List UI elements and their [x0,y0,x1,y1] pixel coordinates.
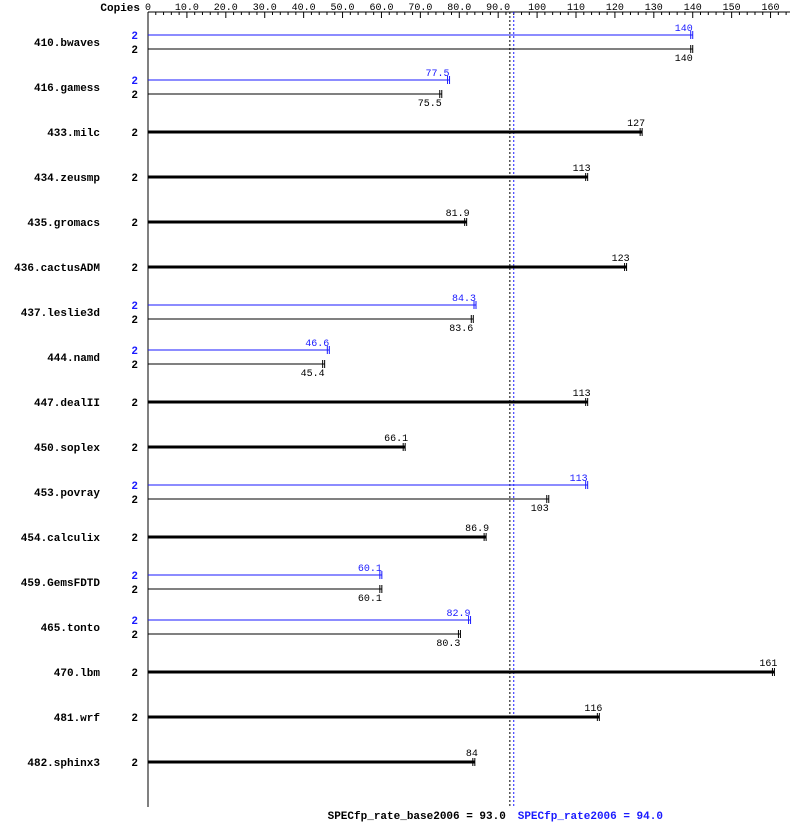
copies-value: 2 [131,128,138,140]
base-value: 113 [573,164,591,175]
x-tick-label: 70.0 [408,3,432,14]
copies-value: 2 [131,585,138,597]
x-tick-label: 130 [645,3,663,14]
copies-value: 2 [131,616,138,628]
copies-value: 2 [131,173,138,185]
benchmark-label: 416.gamess [34,83,100,95]
base-value: 75.5 [418,99,442,110]
copies-value: 2 [131,481,138,493]
copies-value: 2 [131,90,138,102]
x-tick-label: 10.0 [175,3,199,14]
base-value: 103 [531,504,549,515]
x-tick-label: 140 [684,3,702,14]
reference-label: SPECfp_rate_base2006 = 93.0 [328,811,506,823]
copies-value: 2 [131,360,138,372]
base-value: 81.9 [446,209,470,220]
copies-value: 2 [131,346,138,358]
benchmark-label: 433.milc [47,128,100,140]
benchmark-label: 435.gromacs [27,218,100,230]
x-tick-label: 90.0 [486,3,510,14]
peak-value: 113 [570,474,588,485]
base-value: 127 [627,119,645,130]
base-value: 83.6 [449,324,473,335]
benchmark-label: 465.tonto [41,623,101,635]
base-value: 80.3 [436,639,460,650]
reference-label: SPECfp_rate2006 = 94.0 [518,811,663,823]
copies-value: 2 [131,45,138,57]
copies-value: 2 [131,533,138,545]
peak-value: 84.3 [452,294,476,305]
chart-svg: 0 10.0 20.0 30.0 40.0 50.0 60.0 70.0 80.0 90.0 100… [0,0,799,831]
copies-value: 2 [131,398,138,410]
copies-value: 2 [131,630,138,642]
benchmark-label: 410.bwaves [34,38,100,50]
base-value: 161 [759,659,777,670]
copies-value: 2 [131,31,138,43]
copies-value: 2 [131,76,138,88]
base-value: 60.1 [358,594,382,605]
benchmark-label: 450.soplex [34,443,100,455]
x-tick-label: 50.0 [331,3,355,14]
base-value: 86.9 [465,524,489,535]
copies-value: 2 [131,713,138,725]
base-value: 123 [612,254,630,265]
copies-value: 2 [131,218,138,230]
spec-chart: 0 10.0 20.0 30.0 40.0 50.0 60.0 70.0 80.0 90.0 100… [0,0,799,831]
x-tick-label: 20.0 [214,3,238,14]
benchmark-label: 434.zeusmp [34,173,100,185]
benchmark-label: 444.namd [47,353,100,365]
base-value: 116 [584,704,602,715]
copies-value: 2 [131,668,138,680]
x-tick-label: 40.0 [292,3,316,14]
copies-value: 2 [131,315,138,327]
copies-value: 2 [131,495,138,507]
benchmark-label: 453.povray [34,488,100,500]
copies-value: 2 [131,301,138,313]
benchmark-label: 470.lbm [54,668,101,680]
copies-header: Copies [100,3,140,15]
copies-value: 2 [131,443,138,455]
base-value: 45.4 [301,369,325,380]
benchmark-label: 436.cactusADM [14,263,100,275]
x-tick-label: 100 [528,3,546,14]
peak-value: 77.5 [426,69,450,80]
benchmark-label: 459.GemsFDTD [21,578,101,590]
x-tick-label: 150 [723,3,741,14]
base-value: 113 [573,389,591,400]
benchmark-label: 447.dealII [34,398,100,410]
benchmark-label: 482.sphinx3 [27,758,100,770]
benchmark-label: 454.calculix [21,533,101,545]
x-tick-label: 80.0 [447,3,471,14]
x-tick-label: 60.0 [369,3,393,14]
chart-bg [0,0,799,831]
copies-value: 2 [131,263,138,275]
peak-value: 82.9 [447,609,471,620]
x-tick-label: 110 [567,3,585,14]
x-tick-label: 160 [762,3,780,14]
peak-value: 60.1 [358,564,382,575]
x-tick-label: 120 [606,3,624,14]
copies-value: 2 [131,758,138,770]
base-value: 84 [466,749,478,760]
benchmark-label: 437.leslie3d [21,308,100,320]
benchmark-label: 481.wrf [54,713,101,725]
base-value: 140 [675,54,693,65]
peak-value: 46.6 [305,339,329,350]
x-tick-label: 30.0 [253,3,277,14]
peak-value: 140 [675,24,693,35]
base-value: 66.1 [384,434,408,445]
x-tick-label: 0 [145,3,151,14]
copies-value: 2 [131,571,138,583]
